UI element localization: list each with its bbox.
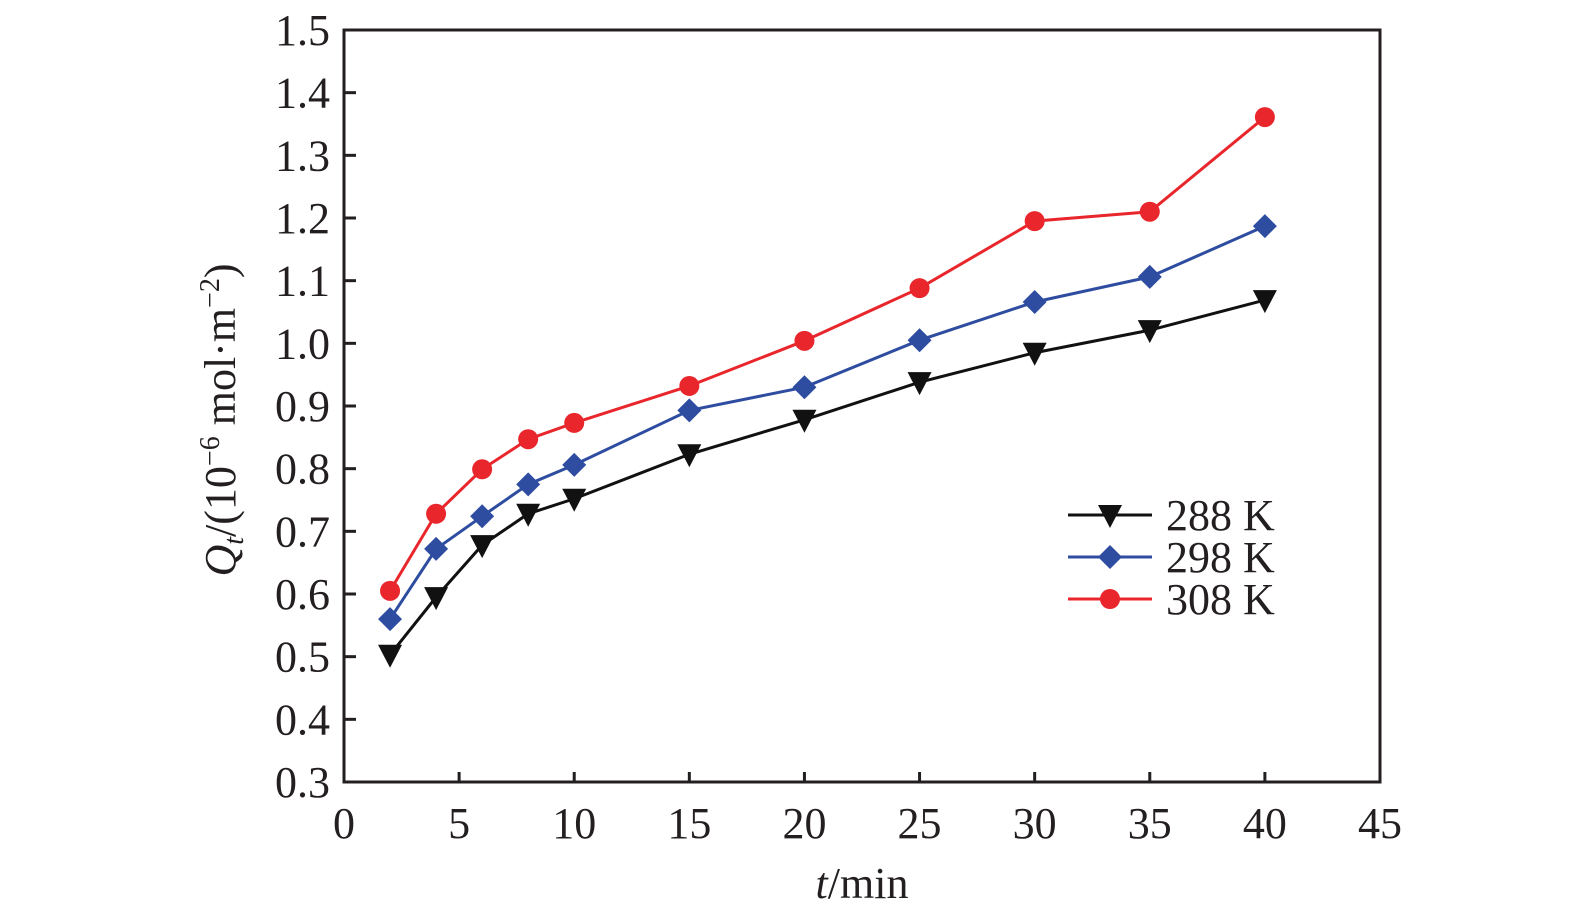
data-point [426,503,447,524]
axes: 0 5 10 15 20 25 30 35 40 45 0.3 0.4 0.5 0.6 0.7 0.8 0.9 1… [275,6,1402,848]
data-point [1024,211,1045,232]
x-tick-label: 25 [898,799,942,848]
y-axis-title-part3: ) [196,263,245,278]
data-point [518,429,539,450]
data-point [378,644,403,668]
data-point [1254,107,1275,128]
legend-label: 298 K [1166,533,1275,582]
y-tick-label: 1.0 [275,319,330,368]
data-point [792,375,817,400]
data-point [1252,290,1277,314]
series-308k [380,107,1275,601]
data-point [907,372,932,396]
legend-marker [1098,545,1122,569]
series-layer [378,107,1277,668]
y-tick-label: 1.4 [275,69,330,118]
legend-marker [1098,505,1122,528]
data-point [1022,342,1047,366]
x-axis-title-var: t [816,859,830,908]
data-point [677,444,702,468]
data-point [470,535,495,559]
data-point [424,536,449,561]
x-tick-label: 20 [782,799,826,848]
x-tick-label: 10 [552,799,596,848]
data-point [1022,289,1047,314]
data-point [562,452,587,477]
data-point [1252,214,1277,239]
plot-frame [342,28,1382,784]
series-288k [378,290,1277,668]
x-axis-title: t/min [816,859,909,908]
y-axis-title-sup2: −2 [195,278,226,308]
data-point [792,409,817,433]
legend-item: 308 K [1068,575,1275,624]
data-point [472,459,493,480]
legend-item: 288 K [1068,491,1275,540]
data-point [1137,320,1162,344]
data-point [564,412,585,433]
data-point [562,488,587,512]
data-point [1137,264,1162,289]
x-tick-label: 45 [1358,799,1402,848]
data-point [470,504,495,529]
series-298k [378,214,1277,632]
data-point [907,328,932,353]
x-tick-label: 15 [667,799,711,848]
y-tick-label: 1.5 [275,6,330,55]
data-point [679,375,700,396]
data-point [380,580,401,601]
data-point [516,503,541,527]
data-point [677,398,702,423]
y-tick-label: 1.3 [275,131,330,180]
y-tick-label: 1.1 [275,257,330,306]
y-axis-title-part2: mol·m [196,308,245,436]
y-tick-label: 0.6 [275,570,330,619]
series-line [388,224,1266,620]
y-axis-title-part1: /(10 [196,466,245,537]
y-tick-label: 0.4 [275,695,330,744]
y-tick-label: 0.5 [275,633,330,682]
data-point [1139,201,1160,222]
x-tick-label: 40 [1243,799,1287,848]
legend-label: 288 K [1166,491,1275,540]
data-point [794,330,815,351]
y-tick-label: 0.9 [275,382,330,431]
x-tick-label: 5 [448,799,470,848]
data-point [516,472,541,497]
legend-item: 298 K [1068,533,1275,582]
x-tick-label: 35 [1128,799,1172,848]
y-axis-title-sup1: −6 [195,436,226,466]
legend-label: 308 K [1166,575,1275,624]
data-point [378,607,403,632]
x-tick-label: 0 [333,799,355,848]
x-tick-label: 30 [1013,799,1057,848]
series-line [388,298,1266,656]
legend-marker [1100,589,1120,609]
y-tick-label: 0.3 [275,758,330,807]
data-point [909,278,930,299]
y-tick-label: 1.2 [275,194,330,243]
x-axis-title-unit: /min [828,859,909,908]
y-axis-title: Qt/(10−6 mol·m−2) [195,263,250,576]
y-axis-title-sub: t [219,536,250,545]
y-tick-label: 0.7 [275,507,330,556]
y-axis-title-var: Q [196,545,245,577]
y-tick-label: 0.8 [275,445,330,494]
data-point [424,587,449,611]
